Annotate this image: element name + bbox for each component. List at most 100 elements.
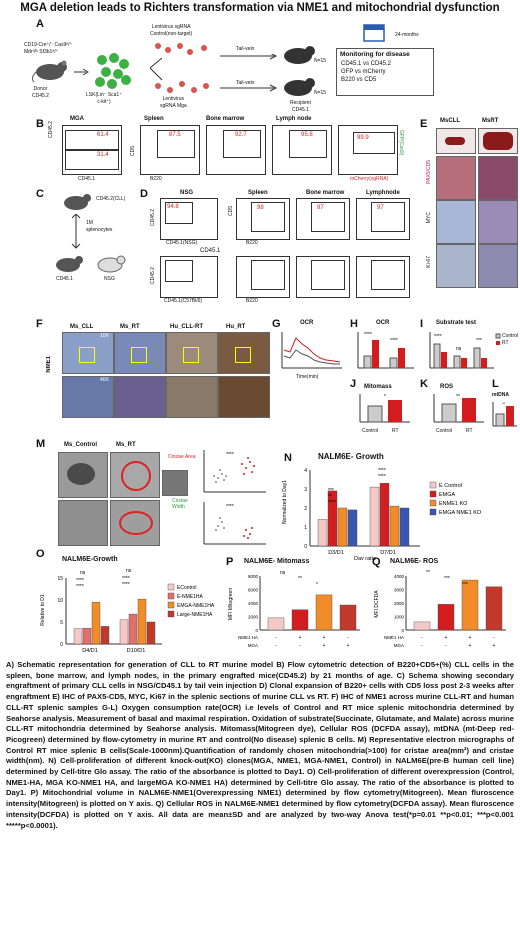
b-title-mga: MGA [70, 116, 84, 122]
panelP-sig: ns [280, 570, 286, 576]
o-sig: **** [122, 576, 130, 582]
n-legend-swatch [429, 481, 437, 489]
o-ylabel: Relative to D1 [40, 594, 46, 626]
tail-vein-label-2: Tail-vein [236, 80, 255, 86]
monitor-line-2: GFP vs mCherry [341, 69, 386, 75]
d-spleen-val: 98 [257, 205, 264, 211]
em-rt-2 [110, 500, 160, 546]
donor-label: Donor CD45.2 [32, 86, 49, 99]
ihc-ki67-rt [478, 244, 518, 288]
facs-plot-spleen: 87.5 [140, 125, 200, 175]
p-title: NALM6E- Mitomass [244, 558, 310, 565]
panel-label-d: D [140, 188, 148, 200]
lenti-control-label: Lentivirus sgRNA Control(non-target) [150, 24, 193, 37]
o-legend-label: EControl [177, 585, 196, 591]
b-title-spleen: Spleen [144, 116, 164, 122]
j-cat-rt: RT [392, 428, 399, 434]
panelQ-sign: - [421, 643, 423, 649]
figure-caption: A) Schematic representation for generati… [6, 660, 514, 830]
c-arrow-icon [71, 214, 81, 249]
ihc-pax5-rt [478, 156, 518, 200]
gfp-val: 99.9 [357, 135, 369, 141]
panelP-row-label: MGA [248, 643, 258, 648]
b-ylab-cd5: CD5 [130, 145, 136, 156]
n-xlabel: Day ratio [354, 556, 376, 560]
spleen-rt-image [478, 128, 518, 154]
panelQ-sign: + [469, 635, 472, 641]
o-xtick: D4/D1 [82, 648, 98, 654]
d-ylab-cd5: CD5 [228, 205, 234, 216]
k-cat-control: Control [436, 428, 453, 434]
d-title-bm: Bone marrow [306, 190, 345, 196]
lsk-label: LSK(Lin⁻ Sca1⁺ c-kit⁺) [86, 92, 122, 105]
d-c57-title: CD45.1 [200, 248, 221, 254]
e-title-mscll: MsCLL [440, 118, 460, 124]
f-title-4: Hu_RT [226, 324, 246, 330]
chart-m-cristae-area: **** [203, 450, 266, 493]
f-title-2: Ms_RT [120, 324, 140, 330]
calendar-icon [363, 24, 385, 42]
panelP-bar [339, 604, 357, 631]
nsg-mouse-icon [97, 255, 126, 273]
panelP-sign: - [275, 643, 277, 649]
em-rt-1 [110, 452, 160, 498]
panelQ-sign: + [493, 643, 496, 649]
o-sig: ns [80, 570, 86, 576]
panelP-sign: + [323, 635, 326, 641]
cll-donor-mouse-icon [64, 194, 91, 210]
chart-k-ros: ** [433, 394, 484, 423]
panelQ-bar [413, 621, 431, 631]
panelP-ytick: 0 [255, 628, 258, 633]
f-ylab: NME1 [46, 356, 52, 373]
ihc-f-3-10x [166, 332, 218, 374]
facs-d-c57 [160, 256, 218, 298]
n-bar [337, 507, 348, 547]
i-legend-control: Control [502, 333, 519, 339]
g-title: OCR [300, 320, 314, 326]
o-bar [137, 598, 147, 645]
n-sig: **** [378, 474, 386, 480]
n-legend-swatch [429, 499, 437, 507]
panelP-ylabel: MFI Mitogreen [228, 588, 234, 620]
n-bar [389, 505, 400, 547]
n-bar [327, 490, 338, 547]
b-title-ln: Lymph node [276, 116, 312, 122]
panelQ-sig: *** [444, 576, 450, 582]
panelP-sign: - [347, 635, 349, 641]
panel-label-m: M [36, 438, 46, 450]
o-legend-swatch [167, 601, 175, 609]
panelQ-ytick: 4000 [394, 574, 405, 579]
o-legend-label: EMGA-NME1HA [177, 603, 215, 609]
f-title-1: Ms_CLL [70, 324, 94, 330]
facs-d-nsg: 94.8 [160, 198, 218, 240]
o-xtick: D10/D1 [127, 648, 146, 654]
em-zoom [162, 470, 188, 496]
b-xlab-mcherry: mCherry(sgRNA) [350, 176, 389, 182]
o-bar [100, 626, 110, 645]
panelQ-sign: + [445, 635, 448, 641]
n-xtick: D3/D1 [328, 550, 344, 556]
panel-label-b: B [36, 118, 44, 130]
panelP-sig: * [316, 582, 318, 588]
e-row-pax5: PAX5/CD5 [426, 160, 432, 184]
donor-mouse-icon [31, 60, 67, 83]
b-ylab-gfp: GFP(Cas9) [398, 130, 404, 156]
svg-text:****: **** [434, 334, 442, 340]
donor-genotype: CD19-Cre⁺/⁻ Cas9ᶠˡ/⁺ Mdrᶠˡ/ᶠˡ Sf3b1ᶠˡ/⁺ [24, 42, 73, 55]
panel-label-p: P [226, 556, 234, 568]
n-bar [399, 507, 410, 547]
chart-h-ocr: **** **** [357, 332, 414, 369]
panelQ-ytick: 1000 [394, 615, 405, 620]
b-xlab-cd451: CD45.1 [78, 176, 95, 182]
em-control-1 [58, 452, 108, 498]
facs-d-spleen: 98 [236, 198, 290, 240]
facs-plot-gfp: 99.9 [338, 125, 398, 175]
panel-label-i: I [420, 318, 424, 330]
panelP-ytick: 6000 [248, 588, 259, 593]
n-ytick: 1 [304, 525, 307, 531]
panelQ-ytick: 0 [401, 628, 404, 633]
n-bar [317, 519, 328, 547]
n-legend-swatch [429, 490, 437, 498]
n-legend-label: EMGA NME1 KO [439, 510, 482, 516]
panelQ-bar [461, 579, 479, 631]
